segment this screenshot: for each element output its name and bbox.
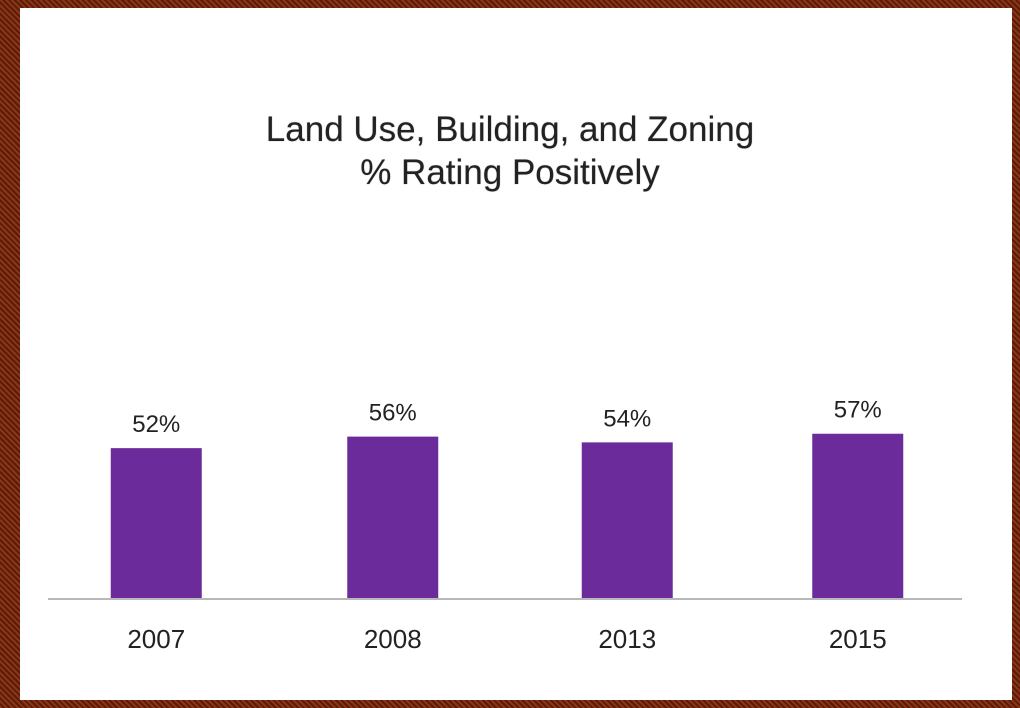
bar-2013 [581, 442, 673, 598]
x-tick-label-2007: 2007 [127, 624, 185, 654]
chart-title-block: Land Use, Building, and Zoning % Rating … [0, 108, 1020, 194]
data-label-2013: 54% [603, 405, 651, 432]
chart-subtitle: % Rating Positively [360, 153, 660, 192]
bar-2008 [347, 436, 439, 598]
chart-title: Land Use, Building, and Zoning [265, 110, 755, 149]
x-tick-label-2013: 2013 [598, 624, 656, 654]
bar-2015 [812, 433, 904, 598]
data-label-2007: 52% [132, 411, 180, 438]
bar-2007 [110, 448, 202, 598]
x-tick-label-2008: 2008 [364, 624, 422, 654]
x-tick-label-2015: 2015 [829, 624, 887, 654]
data-label-2015: 57% [834, 397, 882, 424]
data-label-2008: 56% [369, 400, 417, 427]
